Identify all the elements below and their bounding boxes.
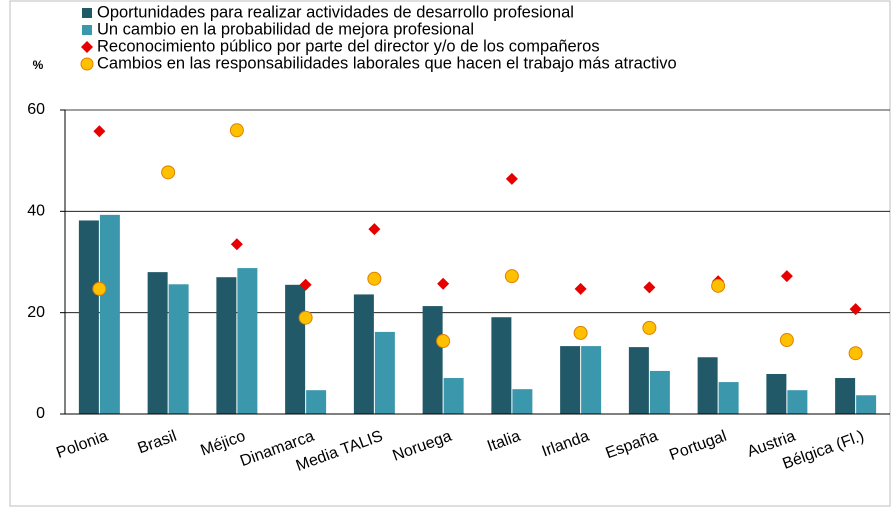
y-tick-label: 20 [27,304,45,321]
legend-swatch [80,57,94,71]
diamond-marker [780,270,793,283]
bar [766,373,787,414]
diamond-marker [849,303,862,316]
x-tick-label: España [603,428,660,463]
bar [787,390,808,414]
bar [697,357,718,414]
bar [422,306,443,414]
bar [374,331,395,414]
x-tick-label: Noruega [390,428,454,465]
bar [306,390,327,414]
diamond-marker [93,125,106,138]
circle-marker [779,333,794,348]
bar [560,346,581,414]
diamond-marker [643,281,656,294]
bar [285,284,306,414]
circle-marker [642,320,657,335]
legend-swatch [81,41,93,53]
diamond-marker [368,223,381,236]
chart-border [9,0,891,507]
legend-swatch [82,8,92,18]
bar [78,220,99,414]
circle-marker [229,123,244,138]
y-tick-label: 60 [27,101,45,118]
bar [718,382,739,414]
legend-label: Un cambio en la probabilidad de mejora p… [97,20,474,38]
diamond-marker [437,277,450,290]
legend-label: Reconocimiento público por parte del dir… [97,37,600,55]
circle-marker [504,269,519,284]
bar [216,277,237,414]
circle-marker [573,325,588,340]
circle-marker [436,334,451,349]
y-tick-label: 40 [27,203,45,220]
y-tick-label: 0 [36,405,45,422]
legend-swatch [82,25,92,35]
bar [353,294,374,414]
x-tick-label: Polonia [54,428,110,462]
circle-marker [367,271,382,286]
bar [835,378,856,414]
bar [581,346,602,414]
bar [168,284,189,414]
legend-label: Cambios en las responsabilidades laboral… [97,54,677,72]
bar [237,268,258,414]
x-tick-label: Portugal [667,428,729,464]
legend-label: Oportunidades para realizar actividades … [97,3,574,21]
bar [99,214,120,414]
bar [628,347,649,414]
y-axis-label: % [33,58,44,72]
bar [649,370,670,414]
bar [147,272,168,414]
circle-marker [92,281,107,296]
circle-marker [848,346,863,361]
circle-marker [711,278,726,293]
diamond-marker [299,278,312,291]
diamond-marker [230,238,243,251]
bar [491,317,512,414]
bar [856,395,877,414]
diamond-marker [505,172,518,185]
bar [512,389,533,414]
circle-marker [298,310,313,325]
bar [443,378,464,414]
diamond-marker [574,282,587,295]
x-tick-label: Irlanda [540,428,592,461]
x-tick-label: Brasil [136,428,179,458]
x-tick-label: Italia [485,428,523,456]
circle-marker [161,165,176,180]
